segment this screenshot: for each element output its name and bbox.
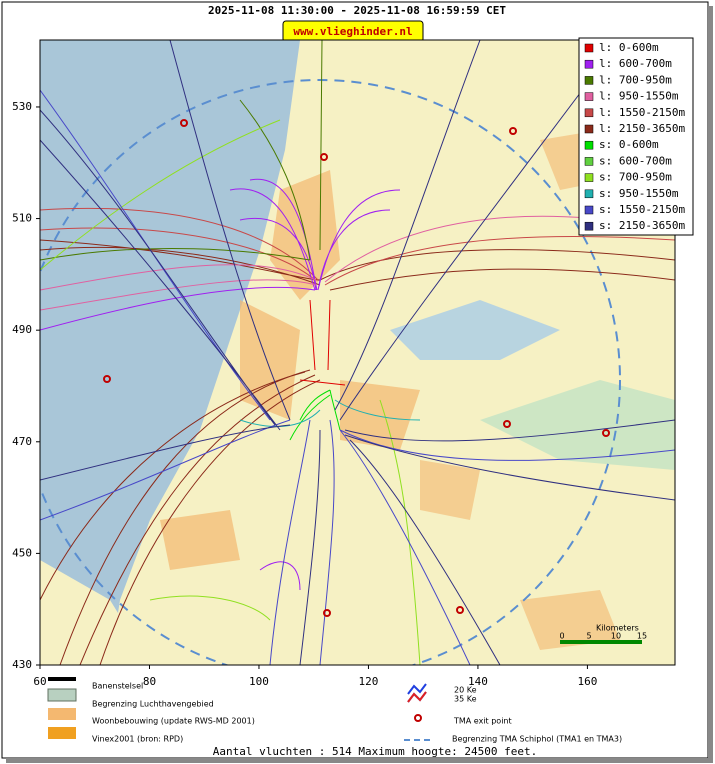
shadow bbox=[6, 758, 713, 763]
key-label: 20 Ke bbox=[454, 686, 477, 695]
y-tick-label: 470 bbox=[12, 435, 32, 448]
legend-box bbox=[578, 37, 694, 236]
scale-tick: 10 bbox=[611, 632, 621, 641]
x-tick-label: 60 bbox=[33, 675, 46, 688]
legend-label: l: 1550-2150m bbox=[599, 106, 685, 119]
legend-swatch bbox=[584, 205, 594, 215]
x-tick-label: 100 bbox=[249, 675, 269, 688]
y-tick-label: 450 bbox=[12, 546, 32, 559]
scale-tick: 5 bbox=[586, 632, 591, 641]
legend-swatch bbox=[584, 59, 594, 69]
legend: l: 0-600m l: 600-700m l: 700-950m l: 950-15… bbox=[578, 37, 694, 236]
legend-swatch bbox=[584, 173, 594, 182]
key-label: Begrenzing Luchthavengebied bbox=[92, 700, 214, 709]
legend-label: l: 0-600m bbox=[599, 41, 659, 54]
legend-label: s: 2150-3650m bbox=[599, 219, 685, 232]
y-tick-label: 430 bbox=[12, 658, 32, 671]
map: Kilometers 0 5 10 15 bbox=[40, 40, 675, 665]
x-tick-label: 140 bbox=[468, 675, 488, 688]
legend-swatch bbox=[584, 108, 594, 118]
legend-label: l: 600-700m bbox=[599, 57, 672, 70]
badge: www.vlieghinder.nl bbox=[293, 25, 412, 38]
y-tick-label: 510 bbox=[12, 212, 32, 225]
legend-swatch bbox=[584, 124, 594, 134]
key-label: Woonbebouwing (update RWS-MD 2001) bbox=[92, 717, 255, 726]
scale-bar: Kilometers 0 5 10 15 bbox=[559, 624, 647, 644]
flight-tracks bbox=[40, 40, 675, 665]
legend-label: s: 1550-2150m bbox=[599, 203, 685, 216]
tma-exit-points bbox=[103, 119, 610, 617]
legend-swatch bbox=[584, 189, 594, 199]
legend-swatch bbox=[584, 221, 594, 231]
legend-label: s: 600-700m bbox=[599, 154, 672, 167]
key-label: 35 Ke bbox=[454, 695, 477, 704]
legend-swatch bbox=[584, 140, 594, 150]
map-border bbox=[39, 39, 676, 666]
legend-swatch bbox=[584, 92, 594, 101]
key-label: Vinex2001 (bron: RPD) bbox=[92, 735, 183, 744]
legend-label: s: 950-1550m bbox=[599, 187, 679, 200]
shadow bbox=[708, 6, 713, 762]
title: 2025-11-08 11:30:00 - 2025-11-08 16:59:5… bbox=[208, 4, 506, 17]
legend-swatch bbox=[584, 76, 594, 85]
scale-tick: 0 bbox=[559, 632, 564, 641]
y-tick-label: 530 bbox=[12, 100, 32, 113]
legend-label: s: 700-950m bbox=[599, 171, 672, 184]
x-tick-label: 80 bbox=[143, 675, 156, 688]
legend-swatch bbox=[584, 43, 594, 53]
legend-label: l: 950-1550m bbox=[599, 90, 679, 103]
scale-tick: 15 bbox=[637, 632, 647, 641]
legend-label: l: 700-950m bbox=[599, 73, 672, 86]
key-label: Banenstelsel bbox=[92, 682, 143, 691]
y-tick-label: 490 bbox=[12, 323, 32, 336]
x-tick-label: 120 bbox=[359, 675, 379, 688]
key-label: Begrenzing TMA Schiphol (TMA1 en TMA3) bbox=[452, 735, 622, 744]
key: Banenstelsel Begrenzing Luchthavengebied… bbox=[47, 677, 622, 744]
legend-label: l: 2150-3650m bbox=[599, 122, 685, 135]
key-label: TMA exit point bbox=[453, 717, 512, 726]
footer: Aantal vluchten : 514 Maximum hoogte: 24… bbox=[213, 745, 538, 758]
legend-swatch bbox=[584, 157, 594, 166]
scale-label: Kilometers bbox=[596, 624, 639, 633]
legend-label: s: 0-600m bbox=[599, 138, 659, 151]
x-tick-label: 160 bbox=[577, 675, 597, 688]
